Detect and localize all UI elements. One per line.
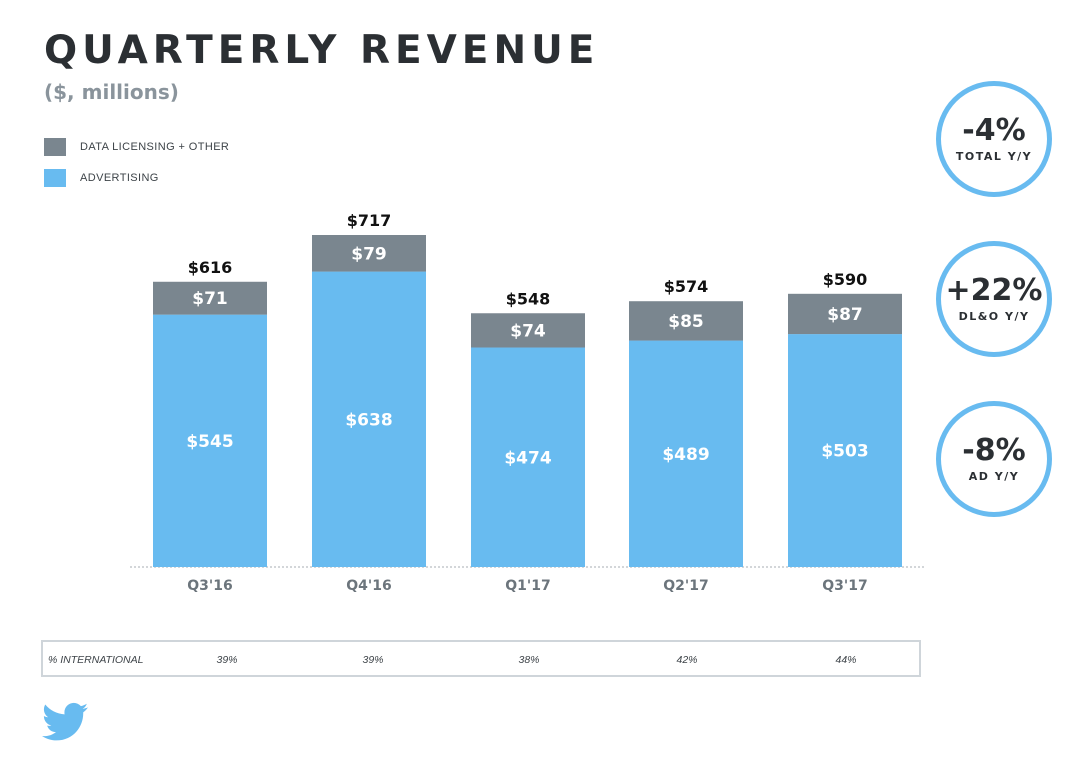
data-label-total: $548 xyxy=(506,289,551,308)
legend-item-data-licensing: DATA LICENSING + OTHER xyxy=(44,137,229,157)
x-tick-label: Q3'16 xyxy=(187,578,232,594)
data-label-advertising: $545 xyxy=(186,432,233,452)
x-tick-label: Q2'17 xyxy=(663,578,708,594)
chart-subtitle: ($, millions) xyxy=(44,80,179,104)
legend-label-advertising: ADVERTISING xyxy=(80,172,159,184)
data-label-total: $590 xyxy=(823,270,868,289)
international-value: 42% xyxy=(676,654,698,666)
data-label-advertising: $503 xyxy=(821,442,868,462)
kpi-total-yoy: -4% TOTAL Y/Y xyxy=(936,81,1052,197)
bar-advertising xyxy=(153,314,267,567)
bar-advertising xyxy=(629,340,743,567)
data-label-advertising: $638 xyxy=(345,410,392,430)
data-label-total: $574 xyxy=(664,277,709,296)
legend-swatch-data-licensing xyxy=(44,138,66,156)
bar-data-licensing xyxy=(153,281,267,315)
international-value: 39% xyxy=(362,654,384,666)
x-tick-label: Q4'16 xyxy=(346,578,391,594)
international-value: 39% xyxy=(216,654,238,666)
twitter-bird-icon xyxy=(42,702,88,741)
international-label: % INTERNATIONAL xyxy=(48,654,144,666)
kpi-value: +22% xyxy=(945,273,1043,308)
international-value: 44% xyxy=(835,654,857,666)
chart-title: QUARTERLY REVENUE xyxy=(44,28,600,73)
data-label-total: $616 xyxy=(188,258,233,277)
kpi-label: AD Y/Y xyxy=(968,470,1020,483)
legend-item-advertising: ADVERTISING xyxy=(44,168,229,188)
data-label-data-licensing: $71 xyxy=(192,289,228,309)
bar-data-licensing xyxy=(788,293,902,335)
data-label-data-licensing: $85 xyxy=(668,312,704,332)
bar-advertising xyxy=(471,347,585,567)
bar-advertising xyxy=(312,271,426,567)
data-label-data-licensing: $74 xyxy=(510,321,546,341)
legend-label-data-licensing: DATA LICENSING + OTHER xyxy=(80,141,230,153)
legend: DATA LICENSING + OTHER ADVERTISING xyxy=(44,137,229,199)
data-label-data-licensing: $87 xyxy=(827,305,863,325)
legend-swatch-advertising xyxy=(44,169,66,187)
data-label-advertising: $489 xyxy=(662,445,709,465)
data-label-data-licensing: $79 xyxy=(351,244,387,264)
bar-advertising xyxy=(788,334,902,567)
bar-data-licensing xyxy=(312,235,426,272)
international-value: 38% xyxy=(518,654,540,666)
international-table: % INTERNATIONAL 39% 39% 38% 42% 44% xyxy=(41,640,921,677)
bar-data-licensing xyxy=(629,301,743,341)
data-label-advertising: $474 xyxy=(504,448,551,468)
kpi-value: -4% xyxy=(962,113,1026,148)
x-tick-label: Q1'17 xyxy=(505,578,550,594)
kpi-label: DL&O Y/Y xyxy=(958,310,1030,323)
kpi-ad-yoy: -8% AD Y/Y xyxy=(936,401,1052,517)
kpi-label: TOTAL Y/Y xyxy=(955,150,1033,163)
kpi-dlo-yoy: +22% DL&O Y/Y xyxy=(936,241,1052,357)
data-label-total: $717 xyxy=(347,211,392,230)
x-tick-label: Q3'17 xyxy=(822,578,867,594)
bar-data-licensing xyxy=(471,313,585,348)
kpi-value: -8% xyxy=(962,433,1026,468)
